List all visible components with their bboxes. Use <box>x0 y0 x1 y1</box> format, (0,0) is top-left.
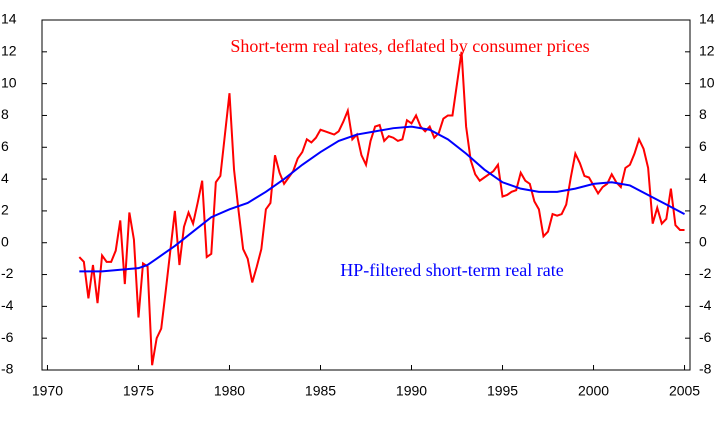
y2-tick-label: -4 <box>699 297 712 313</box>
y2-tick-label: 2 <box>699 202 707 218</box>
y-tick-label: 2 <box>1 202 9 218</box>
y-tick-label: -4 <box>1 297 14 313</box>
y2-tick-label: 12 <box>699 43 715 59</box>
x-tick-label: 1970 <box>32 383 63 399</box>
y2-tick-label: 6 <box>699 138 707 154</box>
series-label: Short-term real rates, deflated by consu… <box>230 36 589 56</box>
y2-tick-label: -2 <box>699 265 712 281</box>
y2-tick-label: 4 <box>699 170 707 186</box>
x-tick-label: 1980 <box>214 383 245 399</box>
y-tick-label: 12 <box>1 43 17 59</box>
y-tick-label: 10 <box>1 74 17 90</box>
y-tick-label: -6 <box>1 329 14 345</box>
y-tick-label: 14 <box>1 11 17 27</box>
x-tick-label: 1975 <box>123 383 154 399</box>
y-tick-label: 8 <box>1 106 9 122</box>
x-tick-label: 1985 <box>305 383 336 399</box>
series-label: HP-filtered short-term real rate <box>340 260 563 280</box>
y2-tick-label: 0 <box>699 233 707 249</box>
y2-tick-label: -8 <box>699 361 712 377</box>
plot-frame <box>41 19 691 371</box>
y2-tick-label: -6 <box>699 329 712 345</box>
y-tick-label: 6 <box>1 138 9 154</box>
series-line <box>79 125 686 273</box>
x-tick-label: 1990 <box>396 383 427 399</box>
y2-tick-label: 14 <box>699 11 715 27</box>
x-tick-label: 1995 <box>487 383 518 399</box>
y-tick-label: -8 <box>1 361 14 377</box>
y2-tick-label: 10 <box>699 74 715 90</box>
series-line <box>78 51 685 366</box>
y-tick-label: 4 <box>1 170 9 186</box>
y2-tick-label: 8 <box>699 106 707 122</box>
x-tick-label: 2005 <box>669 383 700 399</box>
x-tick-label: 2000 <box>578 383 609 399</box>
y-tick-label: -2 <box>1 265 14 281</box>
y-tick-label: 0 <box>1 233 9 249</box>
